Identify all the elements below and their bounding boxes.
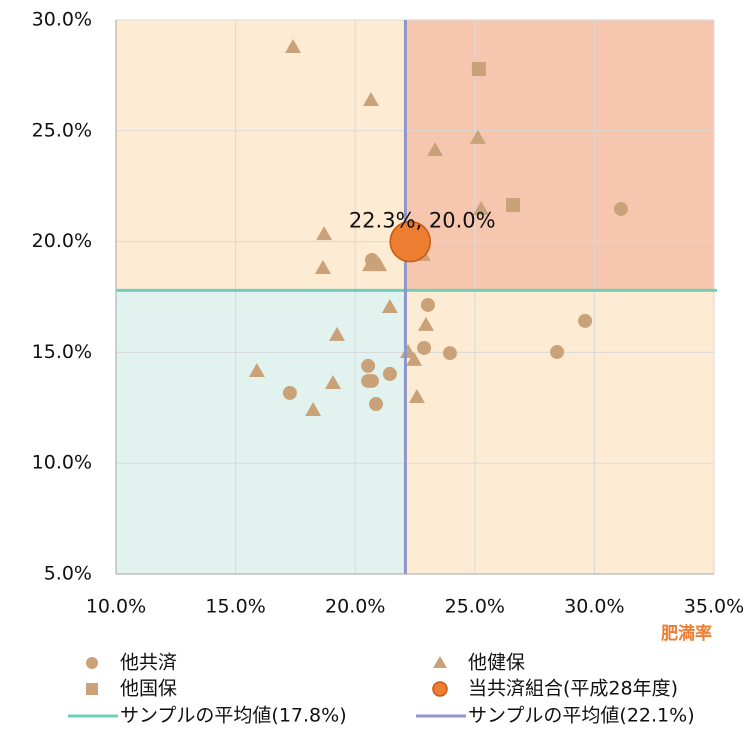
x-tick-label: 20.0% bbox=[325, 596, 385, 618]
x-tick-label: 15.0% bbox=[205, 596, 265, 618]
legend-label: サンプルの平均値(17.8%) bbox=[120, 705, 347, 727]
point bbox=[427, 142, 444, 157]
quadrant bbox=[405, 290, 714, 574]
point bbox=[578, 313, 593, 328]
legend-marker bbox=[86, 657, 98, 669]
point bbox=[381, 298, 398, 313]
point bbox=[364, 373, 379, 388]
point bbox=[362, 91, 379, 106]
x-tick-label: 25.0% bbox=[445, 596, 505, 618]
y-tick-label: 25.0% bbox=[32, 119, 92, 141]
point bbox=[471, 61, 486, 76]
data-label: 22.3%, 20.0% bbox=[349, 209, 496, 233]
point bbox=[417, 340, 432, 355]
point bbox=[382, 366, 397, 381]
point bbox=[282, 385, 297, 400]
quadrant bbox=[116, 290, 406, 574]
point bbox=[389, 220, 431, 263]
x-tick-label: 10.0% bbox=[86, 596, 146, 618]
point bbox=[418, 316, 435, 331]
legend-marker bbox=[86, 683, 98, 695]
y-tick-label: 20.0% bbox=[32, 230, 92, 252]
legend-marker bbox=[432, 681, 448, 697]
point bbox=[248, 363, 265, 378]
point bbox=[473, 201, 490, 216]
y-tick-label: 10.0% bbox=[32, 452, 92, 474]
x-tick-label: 30.0% bbox=[564, 596, 624, 618]
y-tick-label: 30.0% bbox=[32, 9, 92, 31]
y-tick-label: 5.0% bbox=[44, 563, 92, 585]
point bbox=[314, 259, 331, 274]
legend-label: 当共済組合(平成28年度) bbox=[468, 678, 678, 700]
legend-label: 他共済 bbox=[120, 652, 177, 674]
point bbox=[324, 374, 341, 389]
point bbox=[550, 344, 565, 359]
legend-label: 他国保 bbox=[120, 678, 177, 700]
quadrant bbox=[116, 20, 406, 291]
x-tick-label: 35.0% bbox=[684, 596, 744, 618]
quadrant bbox=[405, 20, 714, 291]
point bbox=[371, 257, 388, 272]
x-axis-label: 肥満率 bbox=[661, 623, 712, 644]
point bbox=[469, 129, 486, 144]
legend-marker bbox=[433, 656, 447, 668]
point bbox=[506, 198, 521, 213]
y-tick-label: 15.0% bbox=[32, 341, 92, 363]
point bbox=[442, 346, 457, 361]
legend-label: 他健保 bbox=[468, 652, 525, 674]
point bbox=[613, 202, 628, 217]
point bbox=[329, 326, 346, 341]
point bbox=[420, 297, 435, 312]
point bbox=[305, 402, 322, 417]
point bbox=[408, 388, 425, 403]
point bbox=[316, 226, 333, 241]
point bbox=[361, 358, 376, 373]
point bbox=[369, 397, 384, 412]
legend-label: サンプルの平均値(22.1%) bbox=[468, 705, 695, 727]
point bbox=[285, 39, 302, 54]
point bbox=[406, 351, 423, 366]
